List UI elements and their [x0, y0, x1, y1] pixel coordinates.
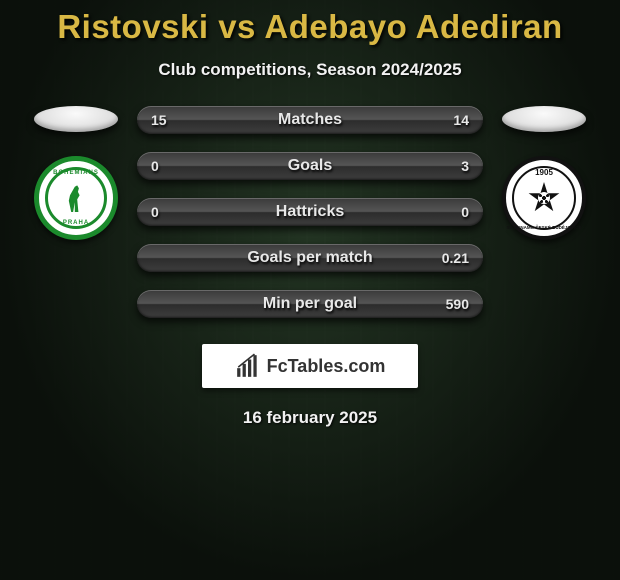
stat-right-value: 0.21	[442, 250, 469, 266]
date-text: 16 february 2025	[243, 408, 377, 428]
stat-label: Min per goal	[263, 295, 357, 313]
crest-bottom-text: PRAHA	[63, 220, 89, 226]
subtitle: Club competitions, Season 2024/2025	[158, 60, 461, 80]
crest-arc-text: SK DYNAMO ČESKÉ BUDĚJOVICE	[507, 226, 582, 231]
stat-bar: Goals per match 0.21	[137, 244, 483, 272]
stat-bar: 15 Matches 14	[137, 106, 483, 134]
stat-label: Goals per match	[247, 249, 372, 267]
main-row: BOHEMIANS PRAHA 15 Matches 14 0 Goals 3 0 Hattr…	[0, 106, 620, 318]
right-player-column: 1905 SK DYNAMO ČESKÉ BUDĚJOVICE	[499, 106, 589, 240]
stat-right-value: 3	[461, 158, 469, 174]
stat-left-value: 15	[151, 112, 167, 128]
stats-bars: 15 Matches 14 0 Goals 3 0 Hattricks 0 Goals per m…	[137, 106, 483, 318]
stat-label: Goals	[288, 157, 332, 175]
stat-right-value: 590	[446, 296, 469, 312]
left-club-crest: BOHEMIANS PRAHA	[34, 156, 118, 240]
stat-right-value: 14	[453, 112, 469, 128]
page-title: Ristovski vs Adebayo Adediran	[57, 8, 562, 46]
right-player-oval	[502, 106, 586, 132]
barchart-icon	[235, 353, 261, 379]
stat-label: Matches	[278, 111, 342, 129]
stat-left-value: 0	[151, 204, 159, 220]
ball-icon	[538, 192, 550, 204]
stat-left-value: 0	[151, 158, 159, 174]
brand-box: FcTables.com	[202, 344, 418, 388]
crest-top-text: BOHEMIANS	[53, 170, 99, 176]
stat-bar: 0 Hattricks 0	[137, 198, 483, 226]
stat-bar: Min per goal 590	[137, 290, 483, 318]
stat-label: Hattricks	[276, 203, 344, 221]
left-player-oval	[34, 106, 118, 132]
stat-right-value: 0	[461, 204, 469, 220]
left-player-column: BOHEMIANS PRAHA	[31, 106, 121, 240]
brand-text: FcTables.com	[267, 356, 386, 377]
comparison-card: Ristovski vs Adebayo Adediran Club compe…	[0, 0, 620, 428]
crest-year: 1905	[535, 168, 553, 177]
right-club-crest: 1905 SK DYNAMO ČESKÉ BUDĚJOVICE	[502, 156, 586, 240]
stat-bar: 0 Goals 3	[137, 152, 483, 180]
